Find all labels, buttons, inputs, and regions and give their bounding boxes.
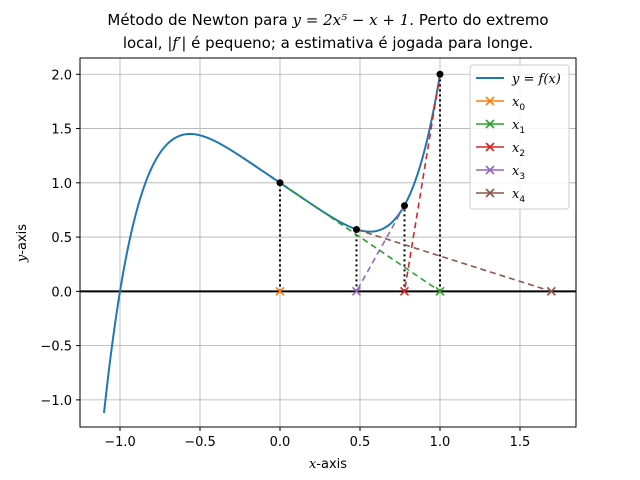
tangent-line-x3 (356, 228, 552, 293)
curve-point-x3 (352, 225, 360, 233)
title-line1-math: y = 2x⁵ − x + 1 (291, 11, 409, 29)
legend-swatch-marker (485, 188, 495, 198)
legend-entry: x2 (476, 141, 525, 159)
legend-entry: y = f(x) (476, 72, 561, 87)
function-curve (103, 74, 441, 414)
x-tick-label: −1.0 (104, 435, 136, 450)
x-tick-label: 1.0 (430, 435, 451, 450)
x-tick-label: 1.5 (510, 435, 531, 450)
legend-label: x3 (512, 164, 525, 182)
legend-entry: x4 (476, 187, 525, 205)
marker-stroke (435, 286, 445, 296)
plot-content (80, 70, 576, 414)
y-tick-label: −0.5 (40, 340, 72, 355)
title-line1-prefix: Método de Newton para (107, 11, 292, 29)
tangent-line-x1 (403, 74, 441, 292)
marker-stroke (351, 286, 362, 296)
legend-entry: x3 (476, 164, 525, 182)
legend-swatch-marker (485, 142, 495, 152)
iterate-marker-x2 (399, 286, 410, 296)
y-tick-label: 2.0 (51, 68, 72, 83)
iterate-marker-x3 (351, 286, 362, 296)
x-tick-label: 0.0 (270, 435, 291, 450)
y-tick-label: 0.5 (51, 231, 72, 246)
legend-swatch-marker (485, 165, 495, 175)
curve-point-x2 (400, 202, 408, 210)
legend-entry: x1 (476, 118, 525, 136)
iterate-marker-x0 (275, 286, 285, 296)
tangent-line-x0 (279, 182, 441, 293)
legend-label: x1 (512, 118, 525, 136)
chart-title-line-2: local, |f′| é pequeno; a estimativa é jo… (123, 34, 533, 52)
y-axis-label: y-axis (15, 224, 30, 263)
y-axis-label-text: -axis (15, 224, 30, 255)
x-tick-label: −0.5 (184, 435, 216, 450)
marker-stroke (546, 286, 556, 296)
legend: y = f(x) x0 x1 x2 x3 x4 (469, 64, 570, 210)
legend-swatch-marker (485, 119, 495, 129)
y-tick-label: −1.0 (40, 394, 72, 409)
marker-stroke (275, 286, 285, 296)
title-line2-math: |f′| (167, 34, 186, 52)
y-tick-label: 1.0 (51, 177, 72, 192)
legend-entry: x0 (476, 95, 525, 113)
x-axis-label-text: -axis (316, 457, 347, 472)
legend-swatch-marker (485, 96, 495, 106)
title-line2-prefix: local, (123, 34, 168, 52)
title-line1-suffix: . Perto do extremo (409, 11, 548, 29)
iterate-marker-x1 (435, 286, 445, 296)
legend-label: y = f(x) (511, 72, 561, 87)
x-axis-label-math: x (309, 457, 317, 472)
x-tick-label: 0.5 (350, 435, 371, 450)
marker-stroke (399, 286, 410, 296)
tangent-line-x2 (355, 205, 406, 292)
y-tick-label: 1.5 (51, 123, 72, 138)
y-axis-label-math: y (15, 254, 30, 263)
curve-point-x1 (436, 70, 444, 78)
y-tick-label: 0.0 (51, 285, 72, 300)
axes-frame (79, 57, 577, 428)
chart-title-line-1: Método de Newton para y = 2x⁵ − x + 1. P… (107, 11, 548, 29)
legend-label: x4 (512, 187, 525, 205)
title-line2-suffix: é pequeno; a estimativa é jogada para lo… (186, 34, 533, 52)
legend-label: x2 (512, 141, 525, 159)
curve-point-x0 (276, 179, 284, 187)
x-axis-label: x-axis (309, 457, 347, 472)
legend-label: x0 (512, 95, 525, 113)
iterate-marker-x4 (546, 286, 556, 296)
